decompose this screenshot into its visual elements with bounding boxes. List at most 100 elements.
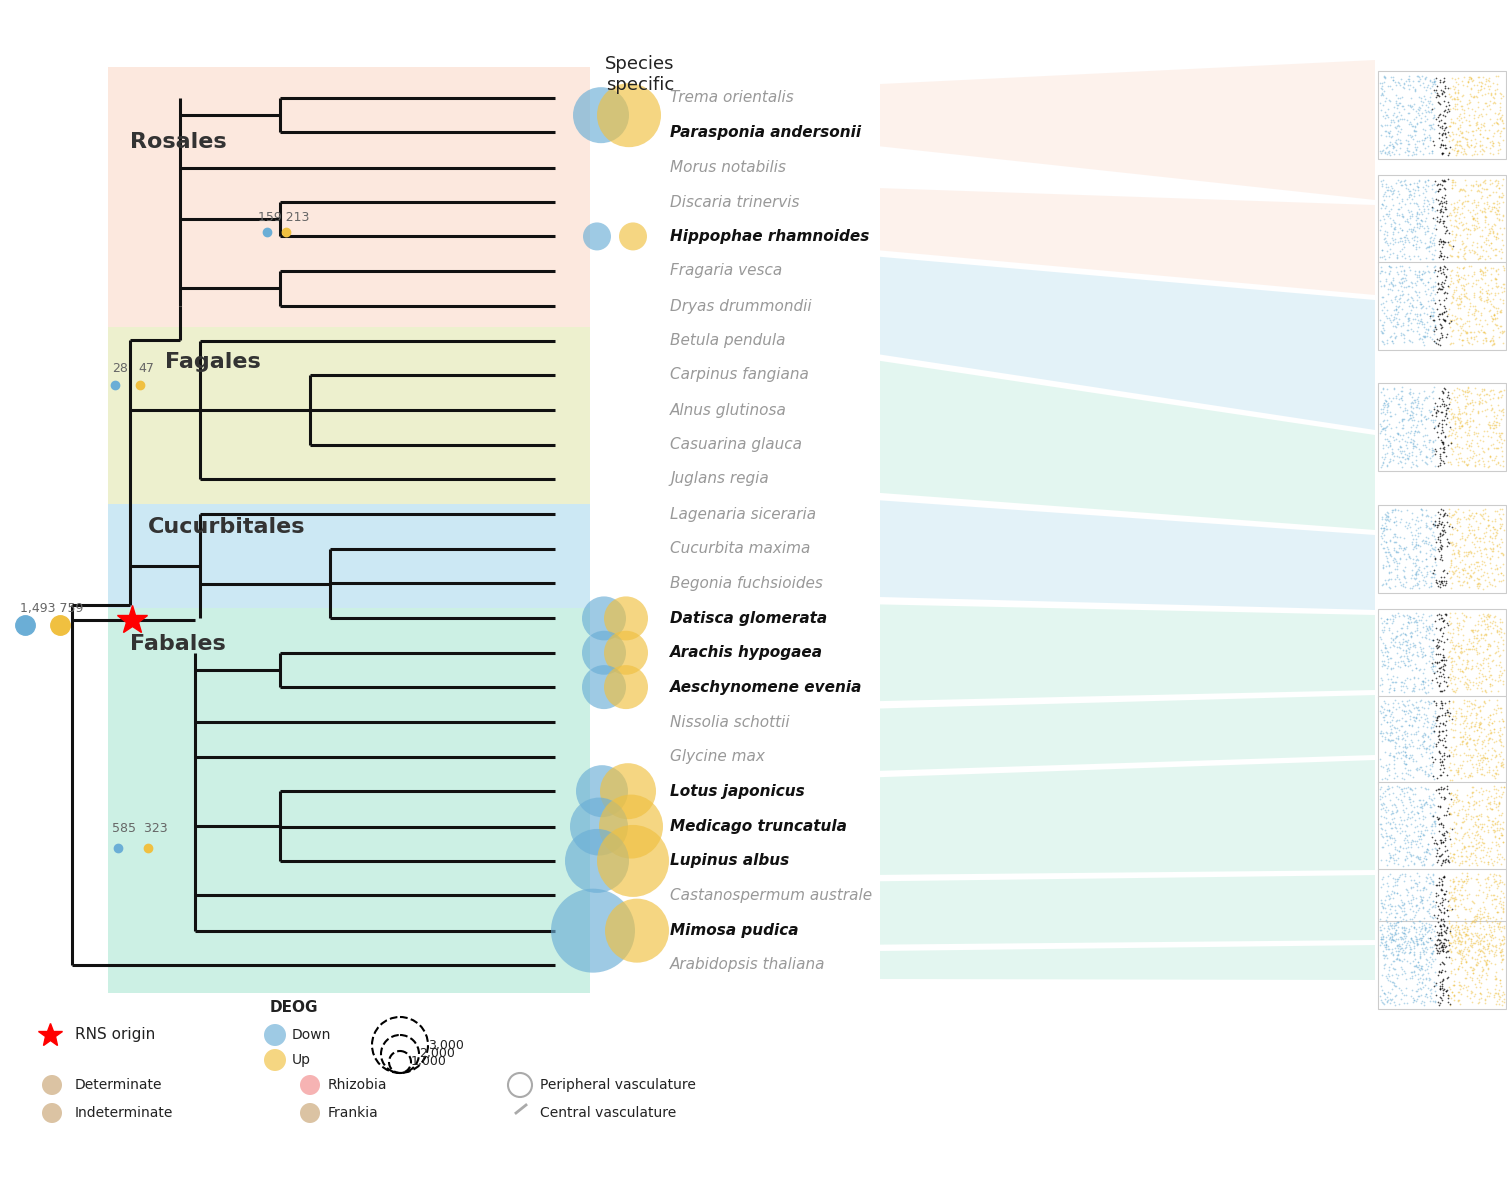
Point [1463,695,1487,715]
Point [1395,880,1420,900]
Point [1411,934,1435,954]
Point [1441,288,1465,307]
Point [1472,381,1496,400]
Point [1478,728,1502,747]
Point [1405,895,1429,914]
Point [1489,424,1507,443]
Point [1475,979,1499,998]
Point [1383,132,1408,151]
Point [1469,135,1493,154]
Point [1432,885,1456,904]
Point [1418,115,1442,135]
Point [1433,655,1457,674]
Point [1423,456,1447,476]
Point [1373,655,1397,674]
Point [1438,805,1462,824]
Point [1438,210,1462,229]
Point [1445,246,1469,265]
Point [1475,280,1499,299]
Point [1436,123,1460,142]
Point [1406,803,1430,823]
Point [1477,120,1501,139]
Point [1477,634,1501,653]
Point [1471,841,1495,860]
Point [1423,183,1447,202]
Point [1426,835,1450,854]
Point [1442,739,1466,758]
Point [1406,518,1430,537]
Point [1441,518,1465,537]
Point [1374,755,1398,775]
Point [1405,313,1429,333]
Point [1377,563,1402,582]
Point [1475,908,1499,927]
Bar [109,504,591,608]
Point [1435,747,1459,766]
Point [1436,668,1460,687]
Point [1451,872,1475,891]
Point [1456,945,1480,964]
Circle shape [552,889,634,973]
Point [1454,76,1478,95]
Point [1429,972,1453,991]
Point [1406,952,1430,972]
Point [1429,545,1453,564]
Point [1385,976,1409,996]
Point [1409,980,1433,999]
Point [1380,179,1405,198]
Text: Nissolia schottii: Nissolia schottii [671,715,790,730]
Point [1408,98,1432,118]
Point [1460,72,1484,91]
Point [1439,784,1463,803]
Point [1383,85,1408,104]
Point [1469,737,1493,757]
Point [1418,868,1442,888]
Point [1447,924,1471,943]
Point [1415,327,1439,346]
Point [1466,865,1490,884]
Point [1370,657,1394,676]
Point [1430,706,1454,725]
Point [1441,246,1465,265]
Point [1481,705,1505,724]
Point [1469,625,1493,644]
Point [1391,574,1415,593]
Point [1427,961,1451,980]
Point [1490,982,1507,1002]
Point [1397,112,1421,131]
Point [1454,944,1478,963]
Point [1409,441,1433,460]
Point [1459,982,1483,1002]
Point [1374,808,1398,827]
Point [1411,960,1435,979]
Point [1447,621,1471,640]
Point [1432,102,1456,121]
Point [1436,883,1460,902]
Circle shape [582,665,625,709]
Point [1414,263,1438,282]
Point [1448,323,1472,342]
Point [1392,809,1417,829]
Point [1486,991,1507,1010]
Point [1474,199,1498,219]
Point [1465,622,1489,641]
Point [1400,931,1424,950]
Point [1468,904,1492,924]
Point [1394,573,1418,592]
Point [1483,315,1507,334]
Point [1414,388,1438,407]
Point [1417,91,1441,110]
Point [1383,116,1408,136]
Point [1370,195,1394,214]
Point [1489,703,1507,722]
Point [1392,722,1417,741]
Point [1469,448,1493,467]
Point [1374,509,1398,528]
Point [1447,637,1471,656]
Point [1409,958,1433,978]
Point [1484,812,1507,831]
Point [1386,632,1411,651]
Point [1391,838,1415,858]
Point [1486,796,1507,815]
Point [1423,512,1447,531]
